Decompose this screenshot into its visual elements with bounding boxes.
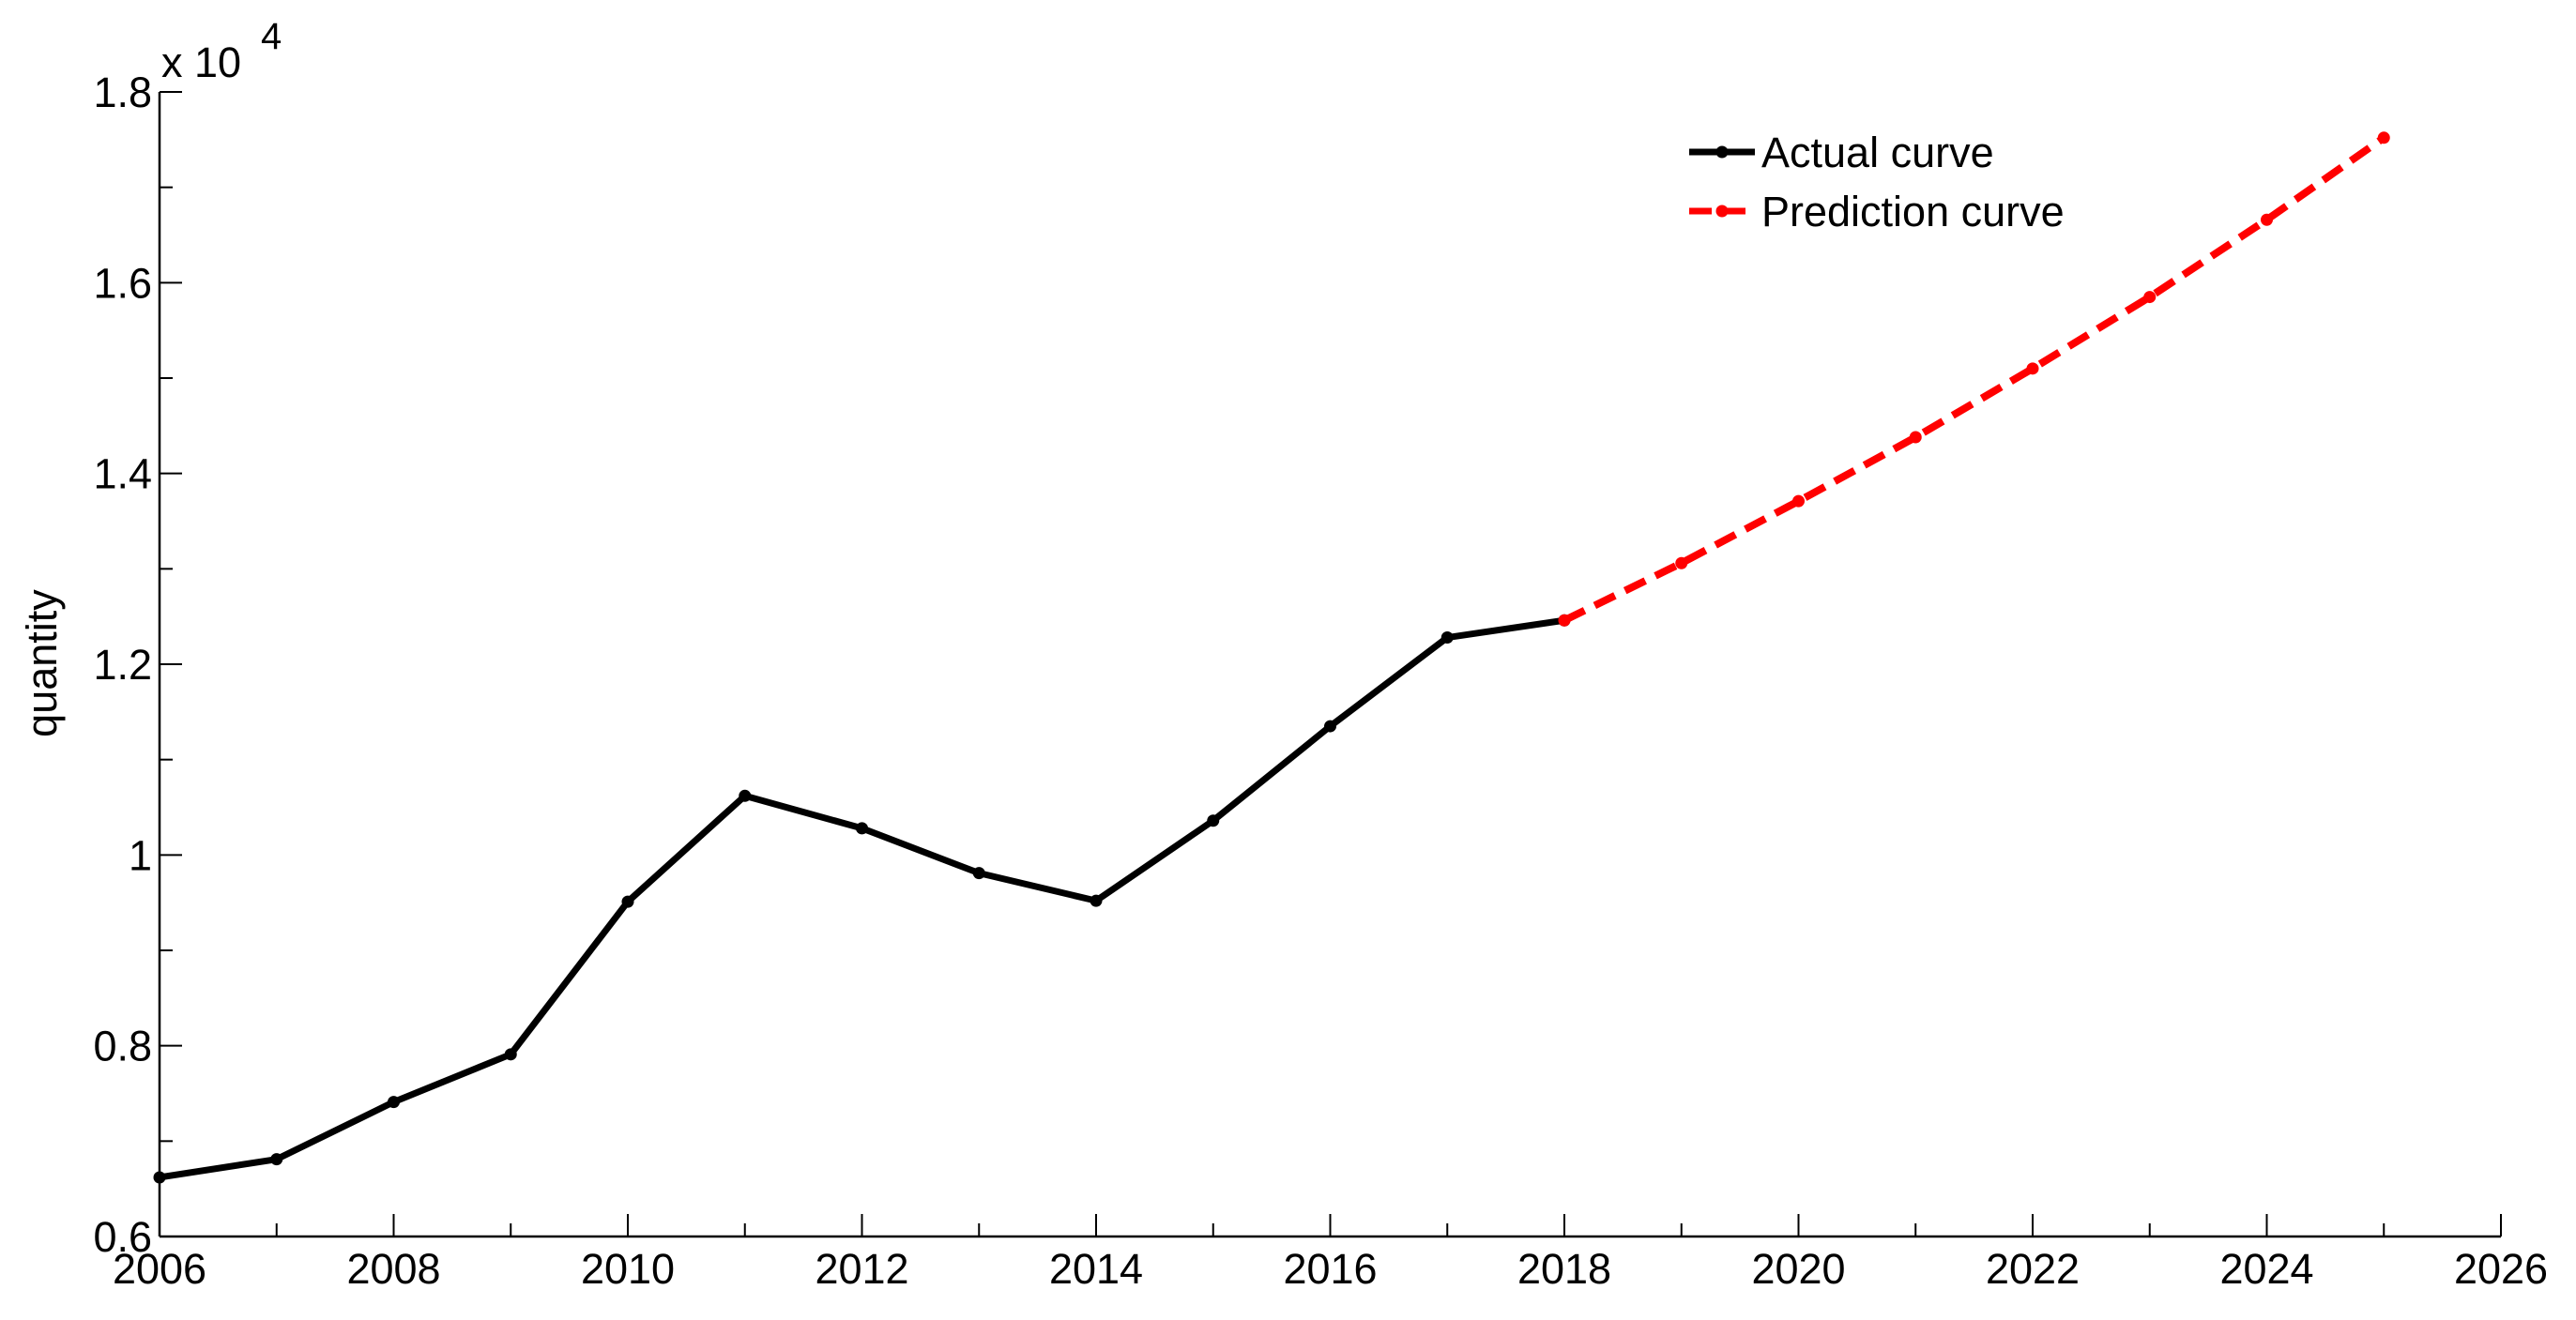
x-tick-label: 2006 xyxy=(113,1245,206,1293)
x-tick-label: 2026 xyxy=(2454,1245,2548,1293)
series-line xyxy=(1562,134,2386,624)
x-tick-label: 2018 xyxy=(1517,1245,1611,1293)
legend-marker xyxy=(1715,205,1729,218)
legend-item: Actual curve xyxy=(1689,129,1994,176)
y-axis-ticks: 0.6 0.8 1 1.2 1.4 1.6 1.8 xyxy=(93,68,182,1261)
series-prediction xyxy=(1558,131,2390,627)
legend-label: Actual curve xyxy=(1761,129,1994,176)
data-point xyxy=(1675,556,1688,569)
series-actual xyxy=(153,614,1571,1184)
legend-marker xyxy=(1715,145,1729,159)
data-point xyxy=(621,895,634,908)
data-point xyxy=(1440,631,1454,645)
series-layer xyxy=(153,131,2390,1184)
x-tick-label: 2008 xyxy=(346,1245,440,1293)
data-point xyxy=(388,1096,400,1109)
y-axis-label: quantity xyxy=(18,589,66,737)
y-scale-multiplier: x 10 xyxy=(161,38,241,86)
data-point xyxy=(153,1171,166,1184)
y-tick-label: 1.2 xyxy=(93,641,152,689)
data-point xyxy=(270,1153,283,1166)
data-point xyxy=(1207,814,1220,827)
data-point xyxy=(856,822,868,835)
x-tick-label: 2012 xyxy=(815,1245,908,1293)
legend-label: Prediction curve xyxy=(1761,188,2065,235)
data-point xyxy=(1558,614,1571,627)
x-tick-label: 2020 xyxy=(1751,1245,1845,1293)
x-tick-label: 2016 xyxy=(1283,1245,1377,1293)
x-tick-label: 2010 xyxy=(581,1245,675,1293)
x-tick-label: 2024 xyxy=(2219,1245,2313,1293)
x-tick-label: 2014 xyxy=(1049,1245,1143,1293)
data-point xyxy=(1324,720,1336,733)
axes xyxy=(158,92,2501,1238)
y-tick-label: 1 xyxy=(129,831,152,879)
legend-item: Prediction curve xyxy=(1689,188,2065,235)
y-tick-label: 1.8 xyxy=(93,68,152,116)
data-point xyxy=(2026,362,2039,375)
legend: Actual curve Prediction curve xyxy=(1689,129,2065,235)
data-point xyxy=(1792,494,1805,508)
y-tick-label: 1.4 xyxy=(93,450,152,498)
data-point xyxy=(972,867,985,880)
data-point xyxy=(739,789,752,802)
data-point xyxy=(1090,894,1103,907)
y-tick-label: 0.8 xyxy=(93,1023,152,1070)
y-tick-label: 0.6 xyxy=(93,1213,152,1261)
data-point xyxy=(2261,213,2273,226)
data-point xyxy=(1909,431,1922,444)
y-tick-label: 1.6 xyxy=(93,259,152,307)
x-tick-label: 2022 xyxy=(1986,1245,2080,1293)
data-point xyxy=(2377,131,2390,144)
y-scale-exponent: 4 xyxy=(261,16,282,57)
data-point xyxy=(2143,291,2157,304)
x-axis-ticks: 2006 2008 2010 2012 2014 2016 2018 2020 2022 2024… xyxy=(113,1214,2548,1293)
data-point xyxy=(504,1048,517,1061)
series-line xyxy=(159,616,1565,1181)
y-scale-factor: x 10 4 xyxy=(161,16,282,86)
